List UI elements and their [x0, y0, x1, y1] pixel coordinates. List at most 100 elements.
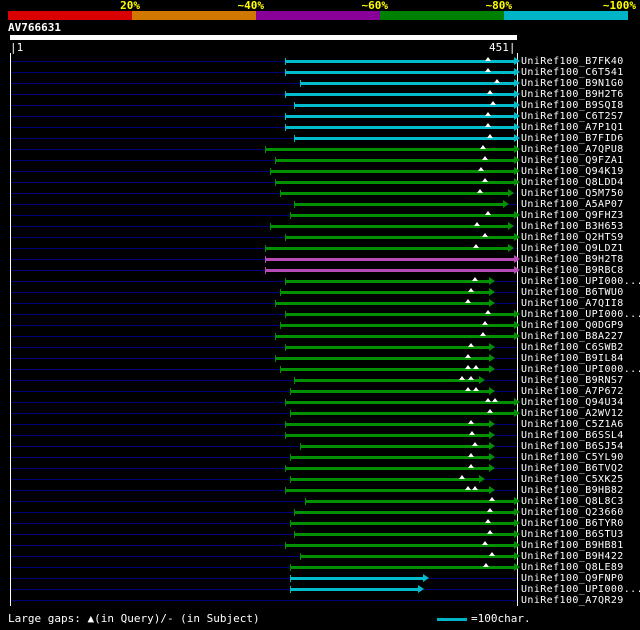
- hit-accession-label[interactable]: UniRef100_C6T541: [521, 67, 624, 78]
- alignment-row[interactable]: UniRef100_B6TVQ2: [0, 463, 640, 474]
- alignment-bar[interactable]: [279, 192, 509, 195]
- alignment-row[interactable]: UniRef100_B6SSL4: [0, 430, 640, 441]
- hit-accession-label[interactable]: UniRef100_C5YL90: [521, 452, 624, 463]
- alignment-bar[interactable]: [294, 379, 480, 382]
- alignment-row[interactable]: UniRef100_B9H2T8: [0, 254, 640, 265]
- alignment-row[interactable]: UniRef100_Q5M750: [0, 188, 640, 199]
- alignment-bar[interactable]: [269, 170, 515, 173]
- hit-accession-label[interactable]: UniRef100_Q9LDZ1: [521, 243, 624, 254]
- alignment-row[interactable]: UniRef100_B7FID6: [0, 133, 640, 144]
- alignment-bar[interactable]: [304, 500, 515, 503]
- hit-accession-label[interactable]: UniRef100_Q8LE89: [521, 562, 624, 573]
- alignment-row[interactable]: UniRef100_Q94K19: [0, 166, 640, 177]
- hit-accession-label[interactable]: UniRef100_UPI000...: [521, 584, 640, 595]
- hit-accession-label[interactable]: UniRef100_B8A227: [521, 331, 624, 342]
- hit-accession-label[interactable]: UniRef100_C6SWB2: [521, 342, 624, 353]
- alignment-row[interactable]: UniRef100_A2WV12: [0, 408, 640, 419]
- hit-accession-label[interactable]: UniRef100_C6T2S7: [521, 111, 624, 122]
- alignment-row[interactable]: UniRef100_B3H653: [0, 221, 640, 232]
- alignment-row[interactable]: UniRef100_B8A227: [0, 331, 640, 342]
- hit-accession-label[interactable]: UniRef100_B9SQI8: [521, 100, 624, 111]
- alignment-row[interactable]: UniRef100_Q9LDZ1: [0, 243, 640, 254]
- alignment-row[interactable]: UniRef100_A7QPU8: [0, 144, 640, 155]
- alignment-row[interactable]: UniRef100_A5AP07: [0, 199, 640, 210]
- alignment-row[interactable]: UniRef100_A7QR29: [0, 595, 640, 606]
- hit-accession-label[interactable]: UniRef100_A7P672: [521, 386, 624, 397]
- alignment-row[interactable]: UniRef100_Q9FNP0: [0, 573, 640, 584]
- hit-accession-label[interactable]: UniRef100_Q9FNP0: [521, 573, 624, 584]
- alignment-bar[interactable]: [289, 390, 490, 393]
- alignment-bar[interactable]: [275, 357, 490, 360]
- alignment-bar[interactable]: [275, 159, 515, 162]
- alignment-row[interactable]: UniRef100_Q9FZA1: [0, 155, 640, 166]
- alignment-bar[interactable]: [285, 489, 490, 492]
- hit-accession-label[interactable]: UniRef100_Q94K19: [521, 166, 624, 177]
- alignment-bar[interactable]: [285, 401, 515, 404]
- alignment-bar[interactable]: [269, 225, 509, 228]
- hit-accession-label[interactable]: UniRef100_C5Z1A6: [521, 419, 624, 430]
- alignment-bar[interactable]: [285, 236, 515, 239]
- alignment-row[interactable]: UniRef100_Q0DGP9: [0, 320, 640, 331]
- hit-accession-label[interactable]: UniRef100_UPI000...: [521, 309, 640, 320]
- hit-accession-label[interactable]: UniRef100_A7P1Q1: [521, 122, 624, 133]
- hit-accession-label[interactable]: UniRef100_UPI000...: [521, 276, 640, 287]
- alignment-row[interactable]: UniRef100_C6SWB2: [0, 342, 640, 353]
- hit-accession-label[interactable]: UniRef100_B6TVQ2: [521, 463, 624, 474]
- alignment-row[interactable]: UniRef100_B9HB81: [0, 540, 640, 551]
- hit-accession-label[interactable]: UniRef100_B9IL84: [521, 353, 624, 364]
- alignment-bar[interactable]: [285, 434, 490, 437]
- alignment-row[interactable]: UniRef100_A7QII8: [0, 298, 640, 309]
- alignment-row[interactable]: UniRef100_B9IL84: [0, 353, 640, 364]
- alignment-row[interactable]: UniRef100_UPI000...: [0, 364, 640, 375]
- alignment-bar[interactable]: [300, 445, 490, 448]
- hit-accession-label[interactable]: UniRef100_Q23660: [521, 507, 624, 518]
- alignment-bar[interactable]: [265, 148, 515, 151]
- alignment-row[interactable]: UniRef100_B9N1G0: [0, 78, 640, 89]
- alignment-bar[interactable]: [285, 467, 490, 470]
- alignment-bar[interactable]: [294, 533, 515, 536]
- alignment-bar[interactable]: [289, 577, 425, 580]
- hit-accession-label[interactable]: UniRef100_B9HB82: [521, 485, 624, 496]
- alignment-row[interactable]: UniRef100_Q8LE89: [0, 562, 640, 573]
- hit-accession-label[interactable]: UniRef100_C5XK25: [521, 474, 624, 485]
- alignment-row[interactable]: UniRef100_UPI000...: [0, 309, 640, 320]
- hit-accession-label[interactable]: UniRef100_Q5M750: [521, 188, 624, 199]
- hit-accession-label[interactable]: UniRef100_UPI000...: [521, 364, 640, 375]
- alignment-bar[interactable]: [285, 60, 515, 63]
- alignment-bar[interactable]: [300, 555, 515, 558]
- hit-accession-label[interactable]: UniRef100_B9HB81: [521, 540, 624, 551]
- hit-accession-label[interactable]: UniRef100_Q8L8C3: [521, 496, 624, 507]
- hit-accession-label[interactable]: UniRef100_B6SJ54: [521, 441, 624, 452]
- hit-accession-label[interactable]: UniRef100_Q9FHZ3: [521, 210, 624, 221]
- alignment-row[interactable]: UniRef100_C6T541: [0, 67, 640, 78]
- alignment-bar[interactable]: [285, 544, 515, 547]
- alignment-row[interactable]: UniRef100_B9RNS7: [0, 375, 640, 386]
- alignment-bar[interactable]: [289, 456, 490, 459]
- alignment-bar[interactable]: [275, 181, 515, 184]
- alignment-bar[interactable]: [294, 203, 505, 206]
- hit-accession-label[interactable]: UniRef100_B6TYR0: [521, 518, 624, 529]
- hit-accession-label[interactable]: UniRef100_B6STU3: [521, 529, 624, 540]
- alignment-bar[interactable]: [285, 93, 515, 96]
- alignment-row[interactable]: UniRef100_C6T2S7: [0, 111, 640, 122]
- alignment-row[interactable]: UniRef100_B6STU3: [0, 529, 640, 540]
- hit-accession-label[interactable]: UniRef100_A7QII8: [521, 298, 624, 309]
- alignment-row[interactable]: UniRef100_Q94U34: [0, 397, 640, 408]
- alignment-bar[interactable]: [265, 247, 509, 250]
- alignment-bar[interactable]: [289, 412, 515, 415]
- alignment-bar[interactable]: [294, 511, 515, 514]
- alignment-bar[interactable]: [275, 302, 490, 305]
- alignment-row[interactable]: UniRef100_Q2HTS9: [0, 232, 640, 243]
- hit-accession-label[interactable]: UniRef100_Q8LDD4: [521, 177, 624, 188]
- alignment-bar[interactable]: [289, 588, 419, 591]
- alignment-bar[interactable]: [300, 82, 515, 85]
- hit-accession-label[interactable]: UniRef100_B9RNS7: [521, 375, 624, 386]
- alignment-bar[interactable]: [294, 137, 515, 140]
- alignment-bar[interactable]: [285, 115, 515, 118]
- alignment-bar[interactable]: [285, 71, 515, 74]
- hit-accession-label[interactable]: UniRef100_B9H2T6: [521, 89, 624, 100]
- hit-accession-label[interactable]: UniRef100_Q94U34: [521, 397, 624, 408]
- hit-accession-label[interactable]: UniRef100_Q2HTS9: [521, 232, 624, 243]
- hit-accession-label[interactable]: UniRef100_A2WV12: [521, 408, 624, 419]
- hit-accession-label[interactable]: UniRef100_B9N1G0: [521, 78, 624, 89]
